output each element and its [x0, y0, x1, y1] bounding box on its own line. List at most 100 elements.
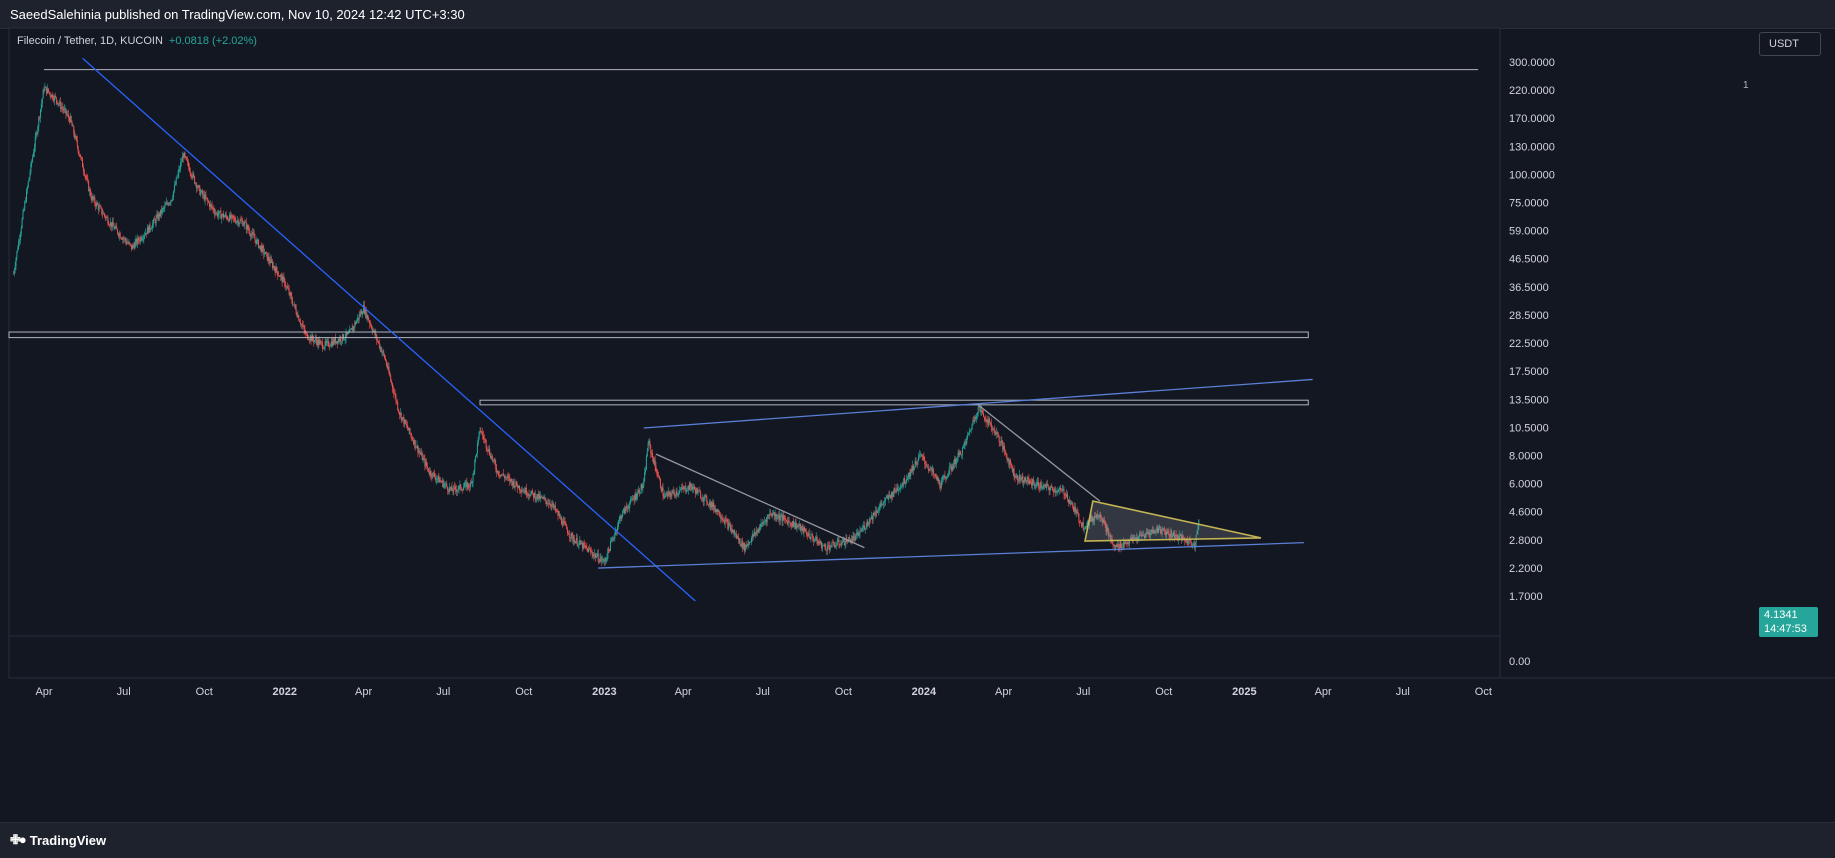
candle-body — [267, 256, 269, 261]
candle-body — [64, 108, 66, 110]
candle-body — [507, 476, 509, 478]
candle-body — [49, 92, 51, 96]
candle-body — [307, 339, 309, 340]
candle-body — [404, 419, 406, 425]
candle-body — [671, 493, 673, 497]
candle-body — [729, 523, 731, 525]
candle-body — [1169, 534, 1171, 537]
candle-body — [751, 534, 753, 539]
candle-body — [894, 487, 896, 491]
candle-body — [749, 542, 751, 543]
candle-body — [694, 486, 696, 490]
candle-body — [515, 481, 517, 486]
candle-body — [1092, 518, 1094, 522]
candle-body — [957, 452, 959, 457]
candle-body — [1064, 494, 1066, 496]
candle-body — [544, 497, 546, 499]
candle-body — [590, 551, 592, 553]
candle-body — [1093, 518, 1095, 521]
candle-body — [42, 89, 44, 99]
candle-body — [342, 334, 344, 340]
candle-body — [1130, 537, 1132, 541]
candle-body — [649, 441, 651, 446]
candle-body — [594, 553, 596, 555]
candle-body — [824, 544, 826, 548]
candle-body — [549, 503, 551, 506]
candle-body — [338, 339, 340, 342]
candle-body — [1084, 526, 1086, 530]
candle-body — [117, 229, 119, 234]
candle-body — [611, 538, 613, 541]
candle-body — [257, 239, 259, 241]
candle-body — [510, 479, 512, 482]
candle-body — [1017, 480, 1019, 482]
candle-body — [47, 88, 49, 94]
candle-body — [18, 241, 20, 249]
candle-body — [194, 183, 196, 184]
candle-body — [758, 528, 760, 531]
candle-body — [923, 456, 925, 461]
candle-body — [273, 265, 275, 269]
y-tick-label: 46.5000 — [1509, 254, 1549, 266]
candle-body — [1057, 489, 1059, 493]
candle-body — [621, 515, 623, 519]
candle-body — [969, 430, 971, 431]
candle-body — [802, 526, 804, 533]
candle-body — [699, 491, 701, 493]
candle-body — [795, 522, 797, 529]
candle-body — [166, 202, 168, 204]
candle-body — [994, 429, 996, 435]
tradingview-logo[interactable]: ✙● TradingView — [10, 832, 106, 848]
candle-body — [303, 326, 305, 330]
candle-body — [624, 506, 626, 514]
candle-body — [831, 541, 833, 548]
candle-body — [556, 510, 558, 512]
candle-body — [718, 510, 720, 516]
candle-body — [299, 320, 301, 323]
candle-body — [739, 538, 741, 545]
candle-body — [681, 487, 683, 489]
candle-body — [423, 458, 425, 459]
candle-body — [1105, 523, 1107, 532]
candle-body — [1102, 518, 1104, 523]
candle-body — [143, 236, 145, 239]
candle-body — [168, 203, 170, 206]
candle-body — [785, 519, 787, 521]
candle-body — [14, 266, 16, 271]
candle-body — [592, 554, 594, 557]
candle-body — [239, 220, 241, 224]
chart-area[interactable]: 300.0000 220.0000 170.0000 130.0000 100.0000… — [0, 0, 1835, 822]
candle-body — [837, 539, 839, 542]
candle-body — [117, 233, 119, 236]
candle-body — [292, 301, 294, 306]
candle-body — [949, 466, 951, 468]
candle-body — [86, 178, 88, 179]
candle-body — [543, 497, 545, 499]
currency-selector[interactable]: USDT — [1759, 32, 1821, 56]
candle-body — [940, 485, 942, 488]
candle-body — [1131, 537, 1133, 541]
candle-body — [589, 549, 591, 552]
candle-body — [154, 220, 156, 224]
candle-body — [1059, 487, 1061, 490]
x-tick-label: Apr — [35, 686, 52, 698]
candle-body — [724, 519, 726, 524]
candle-body — [160, 209, 162, 214]
candle-body — [764, 520, 766, 522]
candle-body — [208, 202, 210, 208]
candle-body — [1044, 484, 1046, 486]
last-price: 4.1341 — [1764, 609, 1798, 621]
candle-body — [765, 520, 767, 523]
candle-body — [800, 527, 802, 531]
candle-body — [825, 547, 827, 551]
candle-body — [491, 455, 493, 461]
candle-body — [853, 536, 855, 538]
candle-body — [385, 360, 387, 365]
candle-body — [483, 435, 485, 439]
candle-body — [140, 237, 142, 241]
candle-body — [221, 215, 223, 219]
candle-body — [820, 541, 822, 544]
candle-body — [757, 530, 759, 533]
candle-body — [700, 492, 702, 499]
candle-body — [84, 175, 86, 177]
